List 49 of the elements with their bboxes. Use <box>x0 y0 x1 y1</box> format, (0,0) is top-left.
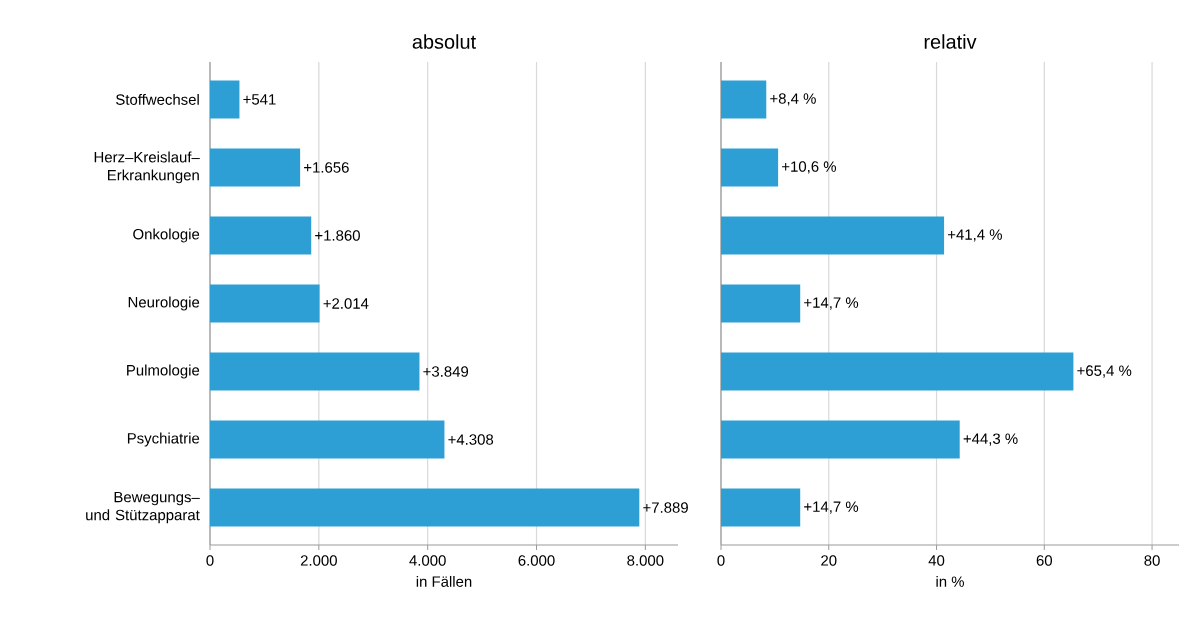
data-label: +7.889 <box>643 502 688 513</box>
x-tick-label: 6.000 <box>518 555 555 566</box>
data-label: +41,4 % <box>948 229 1002 242</box>
data-label: +4.308 <box>448 434 494 445</box>
y-tick-label: Bewegungs– und Stützapparat <box>86 491 200 524</box>
bar <box>721 148 779 187</box>
chart-title: absolut <box>412 34 476 49</box>
bar <box>721 80 767 119</box>
y-tick-label: Onkologie <box>133 228 200 243</box>
y-tick-label: Psychiatrie <box>127 432 200 447</box>
y-tick-label: Stoffwechsel <box>116 93 199 105</box>
bar <box>210 352 420 391</box>
bar <box>210 216 312 255</box>
y-tick-label: Pulmologie <box>127 364 200 379</box>
chart-title: relativ <box>924 34 977 49</box>
bar <box>210 420 445 459</box>
data-label: +1.860 <box>315 230 360 241</box>
x-tick-label: 0 <box>717 555 725 566</box>
data-label: +14,7 % <box>804 297 859 310</box>
data-label: +2.014 <box>323 298 369 309</box>
x-tick-label: 20 <box>821 555 837 566</box>
data-label: +1.656 <box>304 162 349 173</box>
x-tick-label: 80 <box>1144 555 1160 566</box>
bar <box>210 488 640 527</box>
x-tick-label: 40 <box>928 555 945 566</box>
x-tick-label: 60 <box>1036 555 1053 566</box>
x-tick-label: 2.000 <box>300 555 337 566</box>
y-tick-label: Neurologie <box>128 296 200 311</box>
bar <box>721 488 801 527</box>
data-label: +44,3 % <box>963 433 1018 446</box>
x-axis-title: in % <box>936 575 964 587</box>
data-label: +8,4 % <box>770 93 816 106</box>
bar <box>210 148 301 187</box>
x-tick-label: 4.000 <box>409 555 446 566</box>
bar <box>721 420 960 459</box>
bar <box>721 352 1074 391</box>
data-label: +10,6 % <box>782 161 837 174</box>
x-tick-label: 8.000 <box>627 555 664 566</box>
bar <box>721 216 945 255</box>
data-label: +14,7 % <box>804 501 859 514</box>
y-tick-label: Herz–Kreislauf–Erkrankungen <box>94 151 200 184</box>
bar <box>210 284 320 323</box>
bar <box>210 80 240 119</box>
bar <box>721 284 801 323</box>
x-tick-label: 0 <box>206 555 214 566</box>
data-label: +3.849 <box>423 366 469 377</box>
data-label: +541 <box>243 94 276 105</box>
x-axis-title: in Fällen <box>416 575 472 587</box>
data-label: +65,4 % <box>1077 365 1132 378</box>
